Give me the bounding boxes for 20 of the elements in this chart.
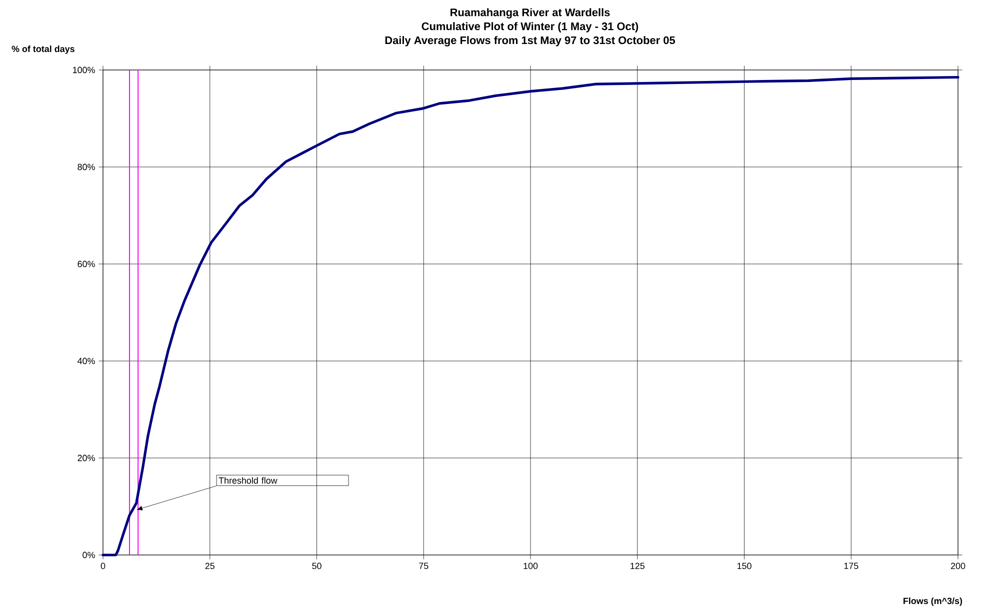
x-tick-label: 0 [100, 562, 106, 570]
y-tick-label: 20% [78, 454, 95, 462]
chart-title: Ruamahanga River at Wardells Cumulative Plot of Winter (1 May - 31 Oct) Daily Average Flows from 1st May 97 to 31st October 05 [385, 8, 676, 46]
line-series [102, 76, 960, 556]
x-tick-label: 100 [524, 562, 538, 570]
x-tick-label: 125 [630, 562, 644, 570]
y-tick-label: 80% [78, 164, 95, 170]
x-tick-label: 150 [737, 562, 752, 570]
x-axis-title: Flows (m^3/s) [904, 597, 962, 606]
annotation: Threshold flow [218, 477, 278, 484]
y-axis-title: % of total days [12, 45, 74, 54]
x-tick-label: 175 [844, 562, 858, 570]
y-tick-label: 0% [82, 552, 95, 558]
y-tick-label: 40% [77, 358, 95, 364]
x-tick-label: 50 [312, 562, 322, 570]
y-tick-label: 100% [72, 66, 95, 74]
x-tick-label: 75 [419, 562, 428, 570]
x-tick-label: 200 [950, 562, 966, 570]
x-tick-label: 25 [205, 562, 214, 570]
y-tick-label: 60% [78, 260, 95, 268]
